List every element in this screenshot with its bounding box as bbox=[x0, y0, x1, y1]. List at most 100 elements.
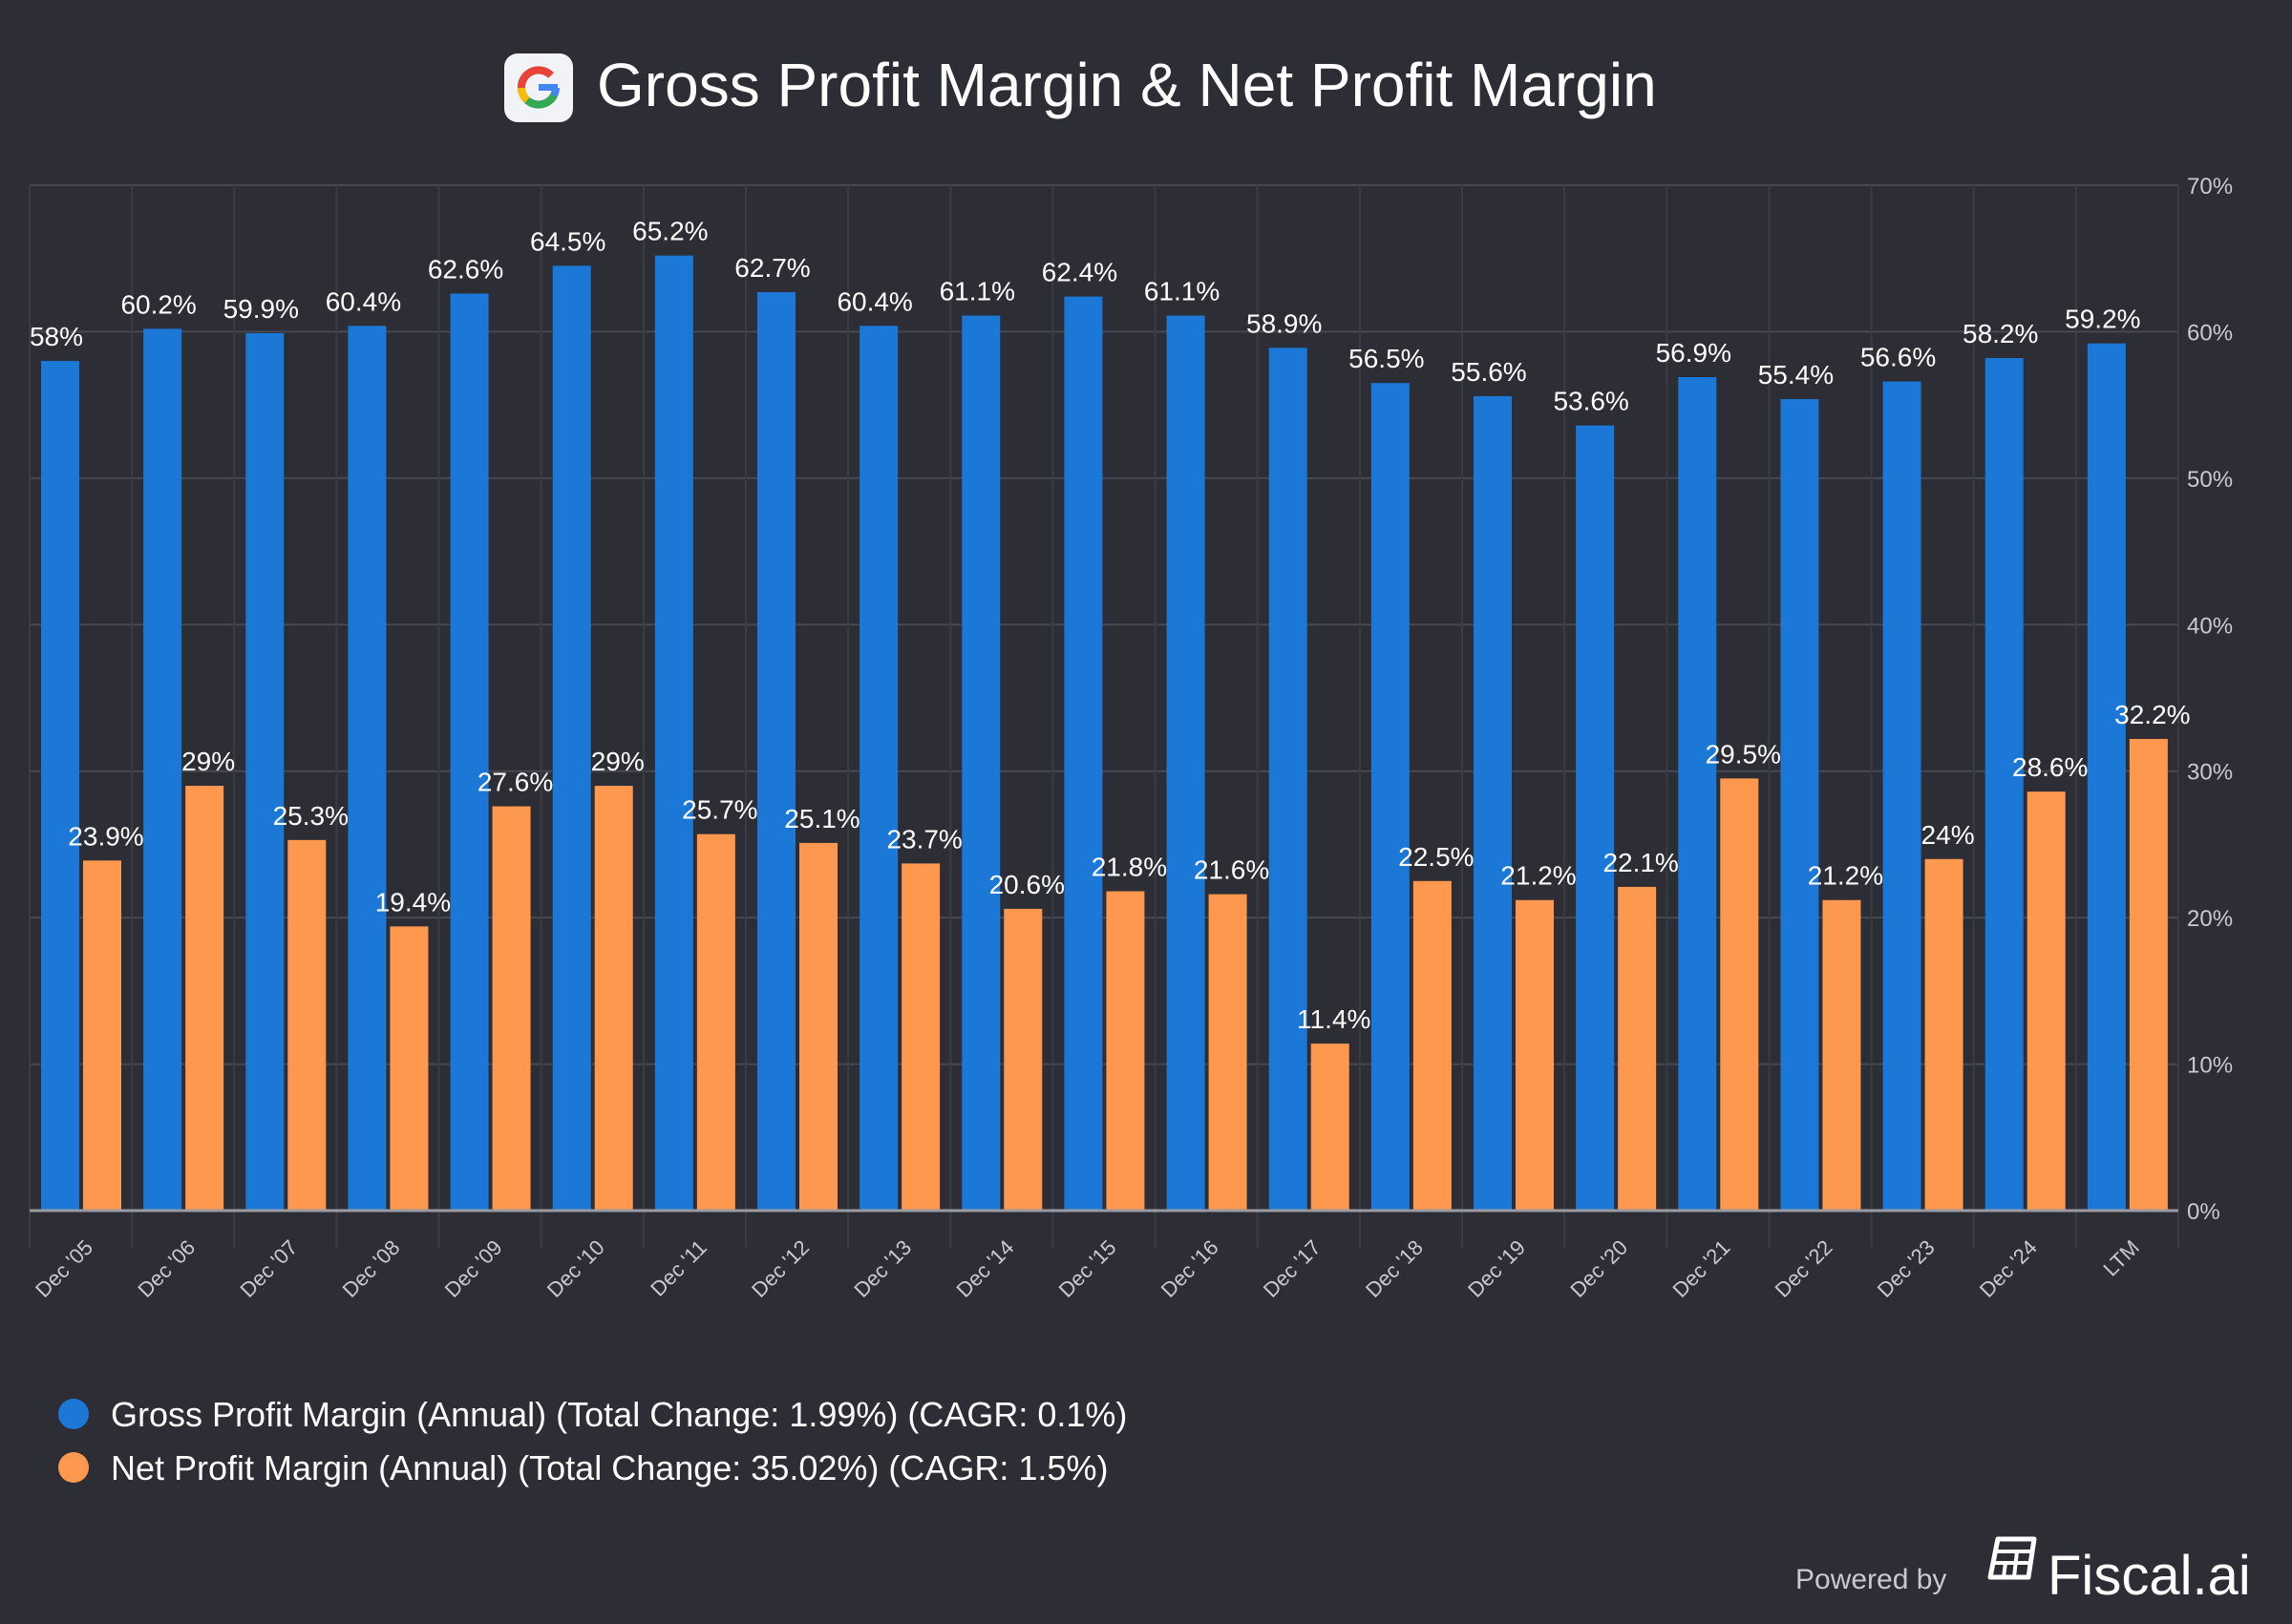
bars: 58% 60.2% 59.9% 60.4% 62.6% 64.5% 65.2% 62.7% 60… bbox=[30, 217, 2191, 1213]
net-margin-bar[interactable] bbox=[1822, 899, 1861, 1211]
net-margin-bar[interactable] bbox=[1924, 858, 1963, 1211]
net-margin-bar[interactable] bbox=[185, 786, 224, 1211]
net-margin-bar[interactable] bbox=[1720, 778, 1759, 1211]
data-label: 23.7% bbox=[886, 824, 962, 854]
x-tick-label: Dec '14 bbox=[951, 1235, 1018, 1302]
x-tick-label: Dec '19 bbox=[1463, 1235, 1530, 1302]
data-label: 25.3% bbox=[273, 801, 349, 831]
gross-margin-bar[interactable] bbox=[860, 326, 899, 1211]
data-label: 56.6% bbox=[1860, 343, 1936, 372]
data-label: 21.2% bbox=[1808, 861, 1883, 891]
gross-margin-bar[interactable] bbox=[245, 332, 285, 1211]
net-margin-bar[interactable] bbox=[1516, 899, 1554, 1211]
gross-margin-bar[interactable] bbox=[348, 326, 387, 1211]
legend: Gross Profit Margin (Annual) (Total Chan… bbox=[58, 1395, 1127, 1487]
gross-margin-bar[interactable] bbox=[41, 361, 79, 1212]
gross-margin-bar[interactable] bbox=[143, 328, 182, 1211]
data-label: 62.6% bbox=[428, 255, 503, 285]
net-margin-bar[interactable] bbox=[2129, 738, 2168, 1211]
x-tick-label: LTM bbox=[2098, 1235, 2144, 1281]
x-tick-label: Dec '16 bbox=[1157, 1235, 1223, 1302]
x-tick-label: Dec '22 bbox=[1771, 1235, 1837, 1302]
data-label: 56.5% bbox=[1348, 344, 1424, 373]
x-tick-label: Dec '17 bbox=[1259, 1235, 1326, 1302]
gross-margin-bar[interactable] bbox=[1882, 381, 1921, 1211]
data-label: 58.9% bbox=[1246, 308, 1322, 338]
net-margin-bar[interactable] bbox=[1412, 880, 1452, 1211]
chart-title: Gross Profit Margin & Net Profit Margin bbox=[597, 51, 1657, 119]
data-label: 62.4% bbox=[1042, 258, 1117, 287]
gross-margin-bar[interactable] bbox=[1166, 315, 1205, 1212]
y-tick-label: 60% bbox=[2187, 320, 2233, 346]
net-margin-bar[interactable] bbox=[287, 839, 327, 1211]
legend-label: Net Profit Margin (Annual) (Total Change… bbox=[111, 1448, 1108, 1487]
data-label: 61.1% bbox=[1144, 277, 1220, 306]
x-tick-label: Dec '07 bbox=[235, 1235, 302, 1302]
gross-margin-bar[interactable] bbox=[1474, 395, 1512, 1211]
x-tick-label: Dec '20 bbox=[1565, 1235, 1632, 1302]
data-label: 60.4% bbox=[837, 286, 912, 316]
y-tick-label: 0% bbox=[2187, 1199, 2220, 1225]
data-label: 25.1% bbox=[784, 804, 860, 833]
data-label: 28.6% bbox=[2012, 752, 2088, 782]
powered-by-text: Powered by bbox=[1795, 1564, 1946, 1595]
gross-margin-bar[interactable] bbox=[1984, 358, 2024, 1211]
net-margin-bar[interactable] bbox=[1208, 894, 1247, 1211]
net-margin-bar[interactable] bbox=[1310, 1044, 1349, 1211]
net-margin-bar[interactable] bbox=[902, 863, 941, 1211]
data-label: 65.2% bbox=[632, 217, 708, 246]
gross-margin-bar[interactable] bbox=[1064, 296, 1103, 1211]
net-margin-bar[interactable] bbox=[2027, 791, 2066, 1211]
data-label: 59.9% bbox=[223, 294, 299, 324]
x-tick-label: Dec '11 bbox=[646, 1235, 711, 1301]
gross-margin-bar[interactable] bbox=[1576, 425, 1615, 1211]
footer: Powered by Fiscal.ai bbox=[1795, 1536, 2251, 1607]
gross-margin-bar[interactable] bbox=[962, 315, 1001, 1212]
gross-margin-bar[interactable] bbox=[1780, 399, 1819, 1211]
gross-margin-bar[interactable] bbox=[1370, 383, 1410, 1212]
data-label: 60.2% bbox=[120, 289, 196, 319]
net-margin-bar[interactable] bbox=[1618, 886, 1657, 1211]
gross-margin-bar[interactable] bbox=[2087, 343, 2126, 1211]
data-label: 59.2% bbox=[2065, 305, 2140, 334]
data-label: 21.2% bbox=[1500, 861, 1576, 891]
net-margin-bar[interactable] bbox=[799, 842, 838, 1211]
net-margin-bar[interactable] bbox=[492, 806, 531, 1211]
data-label: 61.1% bbox=[940, 277, 1015, 306]
x-tick-label: Dec '23 bbox=[1873, 1235, 1940, 1302]
y-tick-label: 30% bbox=[2187, 760, 2233, 786]
x-tick-label: Dec '21 bbox=[1667, 1235, 1734, 1302]
data-label: 29% bbox=[591, 747, 645, 776]
gross-margin-bar[interactable] bbox=[654, 255, 693, 1211]
gross-margin-bar[interactable] bbox=[1678, 376, 1717, 1211]
legend-dot bbox=[58, 1452, 89, 1483]
data-label: 62.7% bbox=[734, 253, 810, 283]
data-label: 24% bbox=[1921, 820, 1975, 850]
data-label: 22.1% bbox=[1602, 848, 1678, 877]
legend-item[interactable]: Net Profit Margin (Annual) (Total Change… bbox=[58, 1448, 1108, 1487]
data-label: 27.6% bbox=[478, 768, 553, 797]
x-tick-label: Dec '12 bbox=[747, 1235, 814, 1302]
data-label: 60.4% bbox=[326, 286, 401, 316]
y-tick-label: 70% bbox=[2187, 174, 2233, 200]
gross-margin-bar[interactable] bbox=[1268, 348, 1307, 1211]
y-tick-label: 40% bbox=[2187, 613, 2233, 639]
data-label: 22.5% bbox=[1398, 842, 1474, 872]
x-axis-labels: Dec '05 Dec '06 Dec '07 Dec '08 Dec '09 Dec '… bbox=[31, 1235, 2144, 1302]
legend-item[interactable]: Gross Profit Margin (Annual) (Total Chan… bbox=[58, 1395, 1127, 1434]
net-margin-bar[interactable] bbox=[83, 860, 121, 1211]
x-tick-label: Dec '06 bbox=[133, 1235, 200, 1302]
data-label: 29% bbox=[181, 747, 235, 776]
net-margin-bar[interactable] bbox=[1004, 908, 1043, 1211]
net-margin-bar[interactable] bbox=[696, 833, 735, 1211]
data-label: 20.6% bbox=[989, 870, 1065, 899]
net-margin-bar[interactable] bbox=[1106, 891, 1145, 1211]
gross-margin-bar[interactable] bbox=[552, 265, 591, 1211]
gross-margin-bar[interactable] bbox=[450, 293, 489, 1212]
net-margin-bar[interactable] bbox=[594, 786, 633, 1211]
google-g-icon bbox=[518, 66, 560, 109]
fiscal-logo-icon bbox=[1987, 1536, 2037, 1580]
net-margin-bar[interactable] bbox=[390, 926, 429, 1211]
gross-margin-bar[interactable] bbox=[757, 292, 796, 1211]
data-label: 25.7% bbox=[682, 795, 757, 825]
